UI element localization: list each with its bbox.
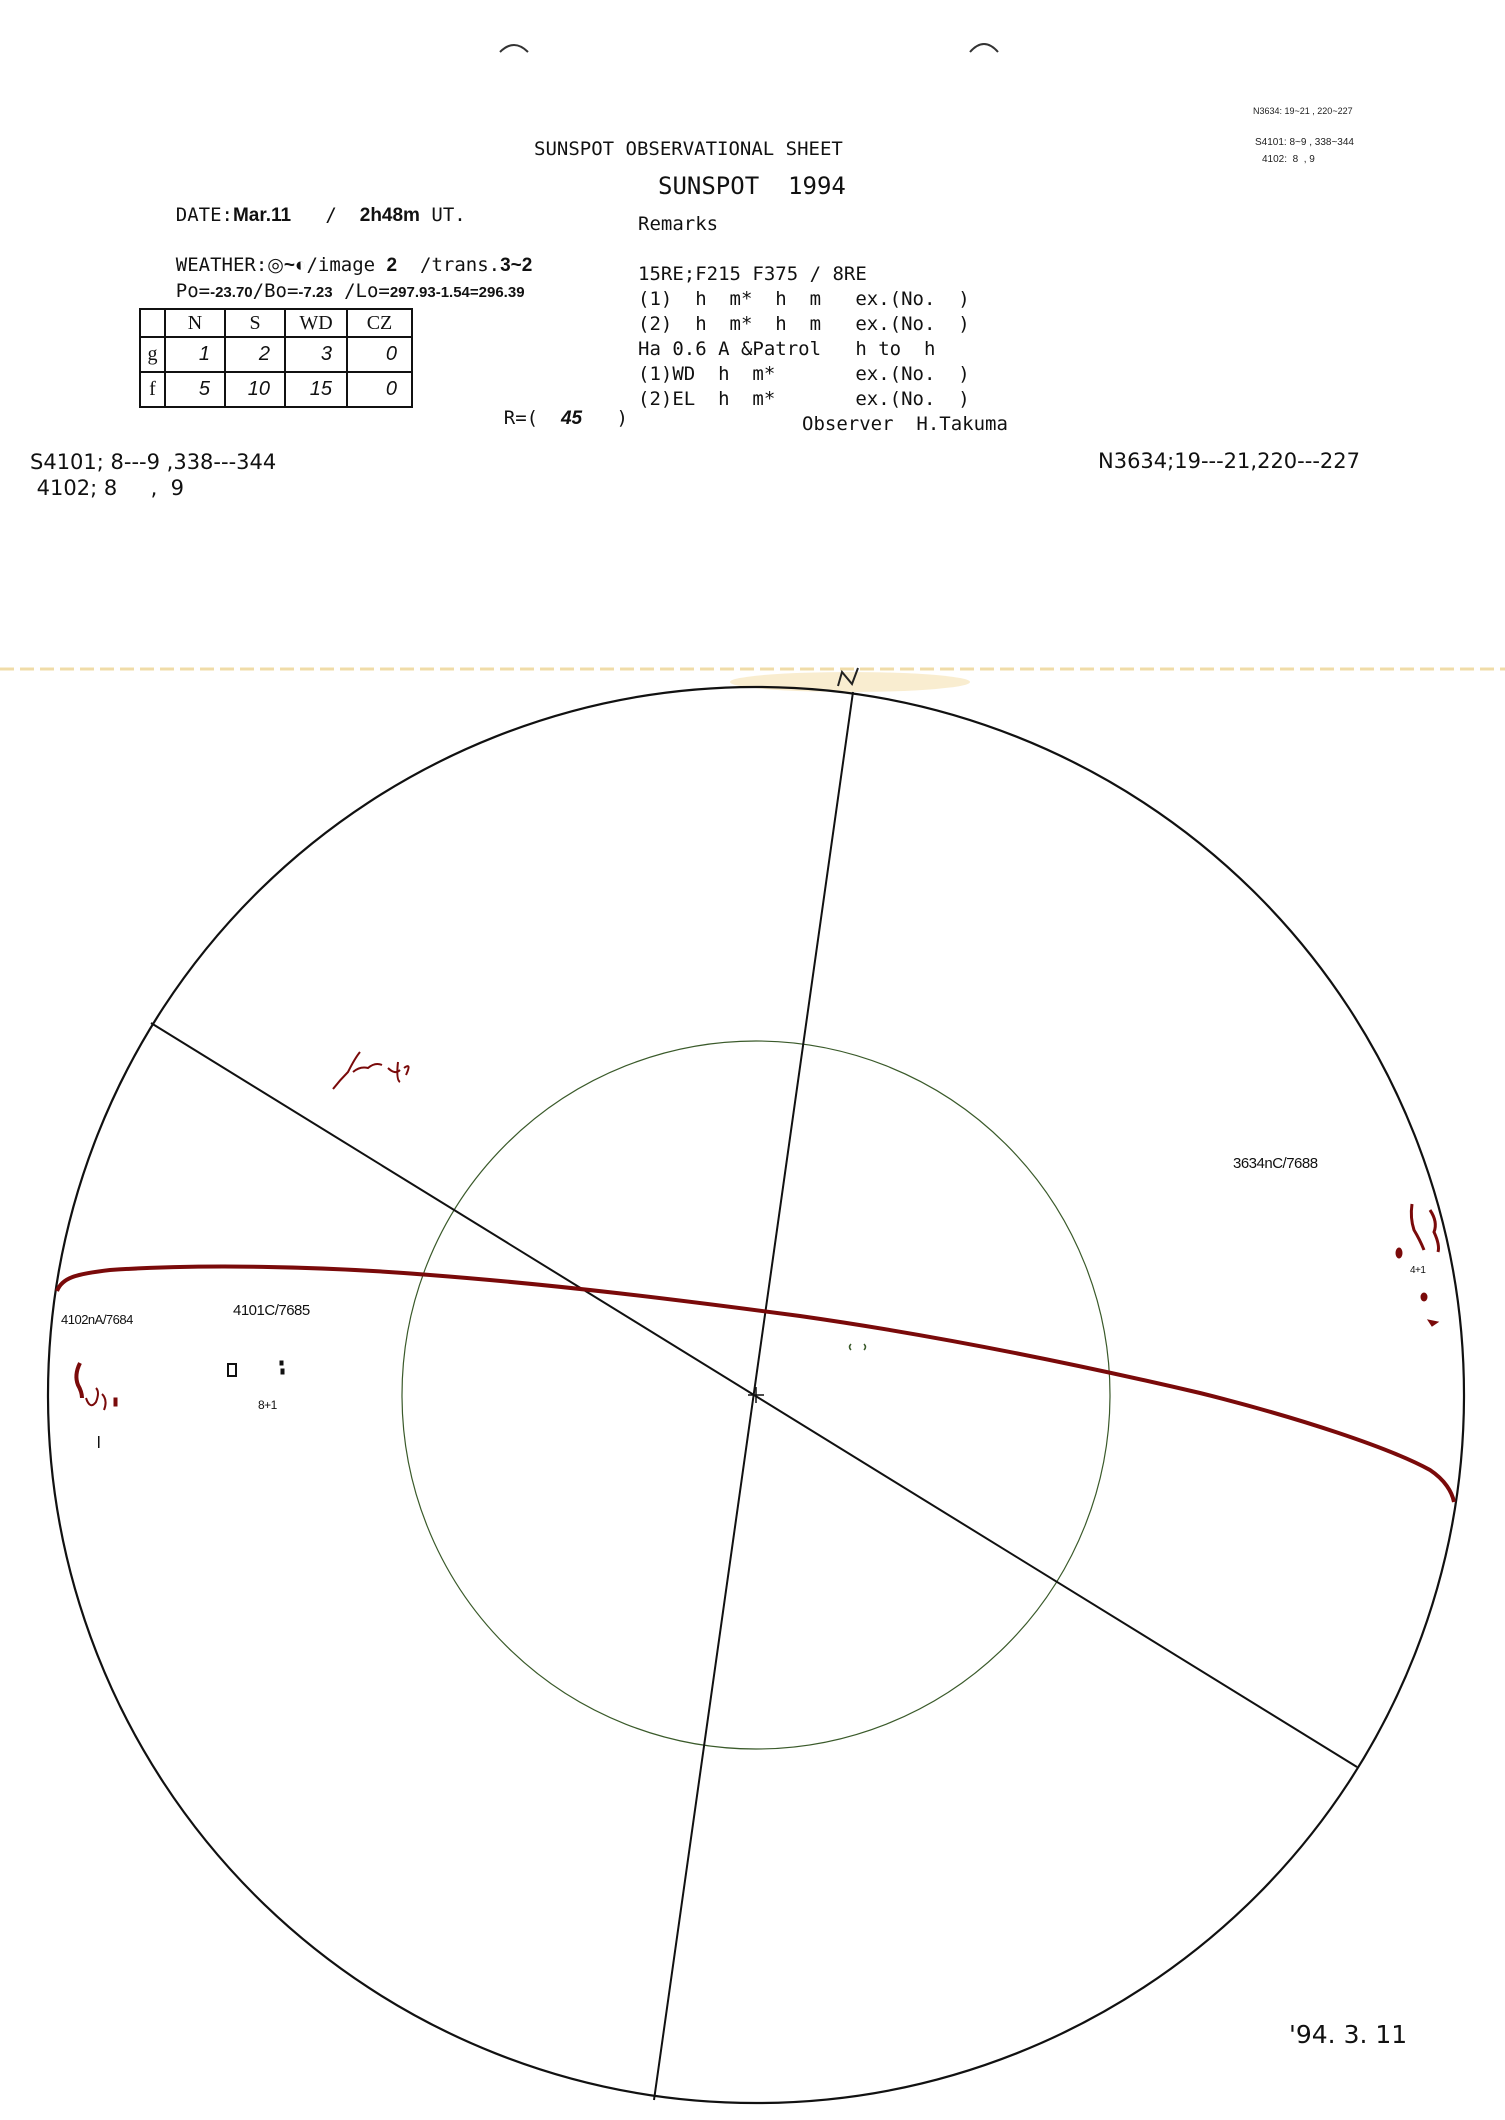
region-note-right: N3634;19---21,220---227 xyxy=(1098,449,1360,473)
r-number: R=( 45 ) xyxy=(458,390,628,447)
date-value: Mar.11 xyxy=(232,205,292,226)
spot-label-4101: 4101C/7685 xyxy=(233,1302,310,1319)
footer-date: '94. 3. 11 xyxy=(1289,2020,1408,2049)
weather-label: WEATHER: xyxy=(175,254,268,276)
po-value: -23.70 xyxy=(210,284,253,301)
remark-line: Ha 0.6 A &Patrol h to h xyxy=(638,338,936,360)
observer: Observer H.Takuma xyxy=(802,413,1008,435)
spot-group-center xyxy=(848,1343,867,1351)
spot-group-4102 xyxy=(74,1362,118,1448)
image-label: /image xyxy=(306,254,376,276)
spot-group-3634 xyxy=(1395,1203,1440,1327)
table-row: f 5 10 15 0 xyxy=(139,371,413,408)
table-header-cell xyxy=(139,308,166,338)
group-count-table: N S WD CZ g 1 2 3 0 f 5 10 15 0 xyxy=(139,308,413,408)
table-cell: 5 xyxy=(164,371,226,408)
po-label: Po= xyxy=(175,280,211,302)
spot-group-upper-left xyxy=(332,1051,410,1090)
sheet-subtitle: SUNSPOT 1994 xyxy=(658,172,846,200)
north-mark-icon xyxy=(837,667,859,687)
binder-mark-right xyxy=(969,43,999,53)
table-cell: 3 xyxy=(284,336,348,373)
remark-line: (1)WD h m* ex.(No. ) xyxy=(638,363,970,385)
table-cell: 2 xyxy=(224,336,286,373)
region-note-left: 4102; 8 , 9 xyxy=(30,476,184,500)
inner-reference-circle xyxy=(401,1040,1111,1750)
remark-line: (2)EL h m* ex.(No. ) xyxy=(638,388,970,410)
table-cell: 15 xyxy=(284,371,348,408)
table-cell: 0 xyxy=(346,336,413,373)
table-cell: 0 xyxy=(346,371,413,408)
ephemeris-line: Po=-23.70/Bo=-7.23 /Lo=297.93-1.54=296.3… xyxy=(130,263,525,320)
bo-label: /Bo= xyxy=(252,280,299,302)
time-value: 2h48m xyxy=(359,205,420,226)
table-header-cell: N xyxy=(164,308,226,338)
spot-label-4102: 4102nA/7684 xyxy=(61,1312,133,1327)
solar-limb xyxy=(46,685,1466,2105)
rotation-axis-line xyxy=(653,691,854,2101)
region-note-left: S4101; 8---9 ,338---344 xyxy=(30,450,277,474)
lo-label: /Lo= xyxy=(344,280,390,302)
row-label: f xyxy=(139,371,166,408)
spot-group-4101 xyxy=(227,1360,285,1377)
date-label: DATE: xyxy=(175,204,233,226)
remark-line: 15RE;F215 F375 / 8RE xyxy=(638,263,867,285)
trans-value: 3~2 xyxy=(500,255,533,276)
bo-value: -7.23 xyxy=(298,284,333,301)
r-label: R=( xyxy=(503,407,539,429)
table-header-cell: S xyxy=(224,308,286,338)
r-close: ) xyxy=(616,407,628,429)
date-line: DATE:Mar.11 / 2h48m UT. xyxy=(130,187,466,244)
remarks-title: Remarks xyxy=(638,213,719,235)
weather-value: ◎~◐ xyxy=(267,255,307,276)
time-unit: UT. xyxy=(431,204,466,226)
sheet-title: SUNSPOT OBSERVATIONAL SHEET xyxy=(534,138,843,160)
lo-value: 297.93-1.54=296.39 xyxy=(389,284,525,301)
table-header-cell: CZ xyxy=(346,308,413,338)
time-separator: / xyxy=(325,204,337,226)
image-value: 2 xyxy=(386,255,398,276)
binder-mark-left xyxy=(499,44,529,53)
row-label: g xyxy=(139,336,166,373)
r-value: 45 xyxy=(560,408,583,429)
solar-equator-curve xyxy=(55,1264,1456,1503)
spot-label-3634: 3634nC/7688 xyxy=(1233,1155,1318,1172)
table-row: g 1 2 3 0 xyxy=(139,336,413,373)
weather-line: WEATHER:◎~◐/image 2 /trans.3~2 xyxy=(130,237,533,294)
center-cross xyxy=(748,1387,764,1403)
spot-count-3634: 4+1 xyxy=(1410,1265,1426,1276)
spot-count-4101: 8+1 xyxy=(258,1398,277,1412)
remark-line: (1) h m* h m ex.(No. ) xyxy=(638,288,970,310)
top-right-note: S4101: 8~9 , 338~344 xyxy=(1255,137,1354,148)
table-cell: 1 xyxy=(164,336,226,373)
trans-label: /trans. xyxy=(420,254,501,276)
remark-line: (2) h m* h m ex.(No. ) xyxy=(638,313,970,335)
top-right-note: 4102: 8 , 9 xyxy=(1262,154,1315,165)
table-cell: 10 xyxy=(224,371,286,408)
table-header-cell: WD xyxy=(284,308,348,338)
top-right-note: N3634: 19~21 , 220~227 xyxy=(1253,106,1353,116)
